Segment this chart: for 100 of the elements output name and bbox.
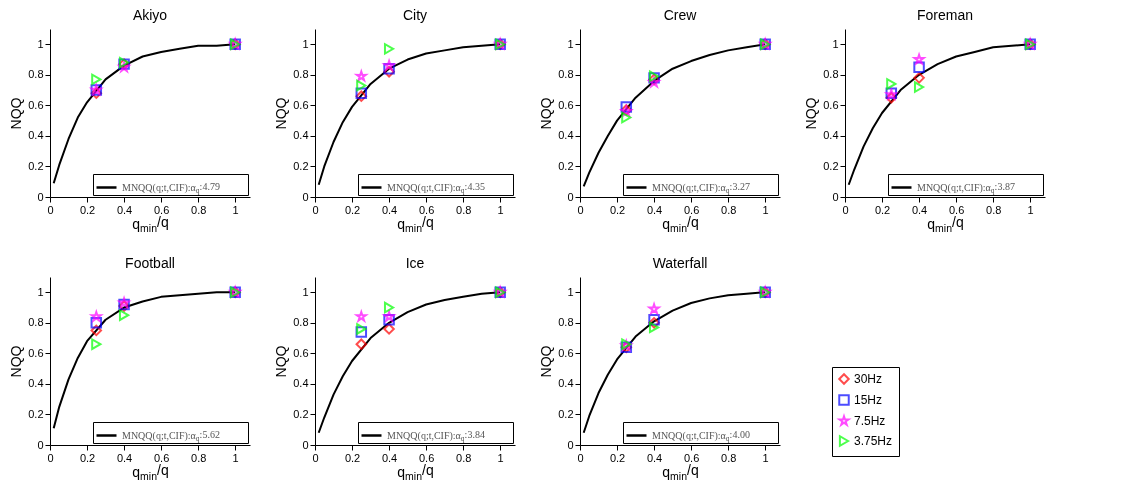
legend-label: MNQQ(q;t,CIF):α$_{q}$:5.62 [122, 428, 220, 444]
chart-title: Ice [405, 255, 425, 271]
x-tick-label: 0.4 [911, 203, 928, 216]
x-tick-label: 0.2 [609, 451, 626, 464]
point [353, 68, 369, 83]
x-axis-title: q$_{min}$/q [397, 462, 434, 483]
chart-title: Foreman [916, 7, 974, 23]
x-tick-label: 0.2 [344, 451, 361, 464]
legend-label: MNQQ(q;t,CIF):α$_{q}$:3.87 [917, 180, 1015, 196]
point [381, 309, 397, 323]
point [383, 301, 395, 314]
legend-label: 3.75Hz [854, 434, 893, 448]
y-tick-label: 0.2 [28, 407, 44, 420]
x-axis-title: q$_{min}$/q [662, 462, 699, 483]
point [621, 111, 632, 124]
point [913, 72, 925, 84]
y-tick-label: 1 [567, 285, 574, 298]
x-tick-label: 0.6 [418, 203, 435, 216]
x-tick-label: 0.8 [191, 203, 207, 216]
chart-title: Akiyo [132, 7, 168, 23]
x-tick-label: 0 [312, 203, 319, 216]
y-tick-label: 0.8 [558, 316, 574, 329]
x-tick-label: 1 [232, 203, 239, 216]
x-axis-title: q$_{min}$/q [397, 214, 434, 235]
y-tick-label: 0 [567, 190, 574, 203]
y-tick-label: 0 [302, 438, 309, 451]
y-tick-label: 0.6 [28, 346, 44, 359]
y-tick-label: 0.8 [28, 316, 44, 329]
point [90, 317, 103, 329]
y-tick-label: 0.2 [293, 407, 309, 420]
y-axis-title: NQQ [8, 345, 25, 378]
x-tick-label: 1 [762, 203, 769, 216]
x-tick-label: 1 [497, 451, 504, 464]
y-tick-label: 0.6 [293, 346, 309, 359]
y-axis-title: NQQ [538, 97, 555, 130]
y-tick-label: 1 [37, 285, 44, 298]
y-tick-label: 0.8 [823, 68, 839, 81]
y-tick-label: 0.8 [558, 68, 574, 81]
point [91, 338, 102, 350]
y-tick-label: 1 [302, 285, 309, 298]
y-tick-label: 1 [302, 37, 309, 50]
x-tick-label: 0.4 [381, 451, 398, 464]
point [91, 73, 102, 86]
chart-title: Crew [663, 7, 698, 23]
y-tick-label: 1 [832, 37, 839, 50]
x-tick-label: 0.2 [609, 203, 626, 216]
point [381, 58, 397, 72]
x-tick-label: 1 [1027, 203, 1034, 216]
x-axis-title: q$_{min}$/q [132, 462, 169, 483]
legend-label: MNQQ(q;t,CIF):α$_{q}$:3.27 [652, 180, 750, 196]
x-tick-label: 0.8 [986, 203, 1002, 216]
y-tick-label: 1 [37, 37, 44, 50]
x-tick-label: 0.4 [381, 203, 398, 216]
y-axis-title: NQQ [538, 345, 555, 378]
chart-title: City [402, 7, 428, 23]
x-tick-label: 0.8 [721, 203, 737, 216]
y-axis-title: NQQ [273, 97, 290, 130]
x-tick-label: 0.8 [456, 203, 472, 216]
point [911, 51, 927, 66]
y-tick-label: 0.2 [558, 407, 574, 420]
y-tick-label: 0.4 [558, 377, 574, 390]
legend-label: MNQQ(q;t,CIF):α$_{q}$:4.00 [652, 428, 750, 444]
x-tick-label: 0 [577, 203, 584, 216]
x-tick-label: 0.8 [721, 451, 737, 464]
y-tick-label: 0.8 [28, 68, 44, 81]
y-tick-label: 0.6 [558, 346, 574, 359]
x-tick-label: 0.4 [116, 203, 133, 216]
x-tick-label: 1 [232, 451, 239, 464]
y-axis-title: NQQ [273, 345, 290, 378]
point [648, 321, 660, 334]
y-tick-label: 1 [567, 37, 574, 50]
point [646, 301, 662, 316]
x-tick-label: 0.8 [191, 451, 207, 464]
point [383, 43, 395, 55]
legend-label: 7.5Hz [854, 414, 886, 428]
x-axis-title: q$_{min}$/q [662, 214, 699, 235]
x-tick-label: 0.6 [153, 451, 170, 464]
x-tick-label: 0 [47, 451, 54, 464]
x-axis-title: q$_{min}$/q [927, 214, 964, 235]
point [88, 309, 104, 323]
x-tick-label: 0.6 [153, 203, 170, 216]
y-tick-label: 0 [302, 190, 309, 203]
point [118, 309, 130, 321]
point [913, 81, 925, 93]
x-tick-label: 0 [577, 451, 584, 464]
point [383, 323, 395, 335]
x-tick-label: 0.4 [646, 203, 663, 216]
x-tick-label: 0.2 [874, 203, 891, 216]
x-tick-label: 0.4 [116, 451, 133, 464]
y-tick-label: 0.4 [28, 129, 44, 142]
y-tick-label: 0.6 [823, 98, 839, 111]
y-tick-label: 0.8 [293, 68, 309, 81]
point [886, 78, 897, 90]
x-tick-label: 0 [842, 203, 849, 216]
point [353, 309, 369, 323]
legend-label: 30Hz [854, 372, 883, 386]
legend-label: 15Hz [854, 393, 883, 407]
y-tick-label: 0.4 [558, 129, 574, 142]
chart-title: Football [125, 255, 175, 271]
y-tick-label: 0.6 [28, 98, 44, 111]
